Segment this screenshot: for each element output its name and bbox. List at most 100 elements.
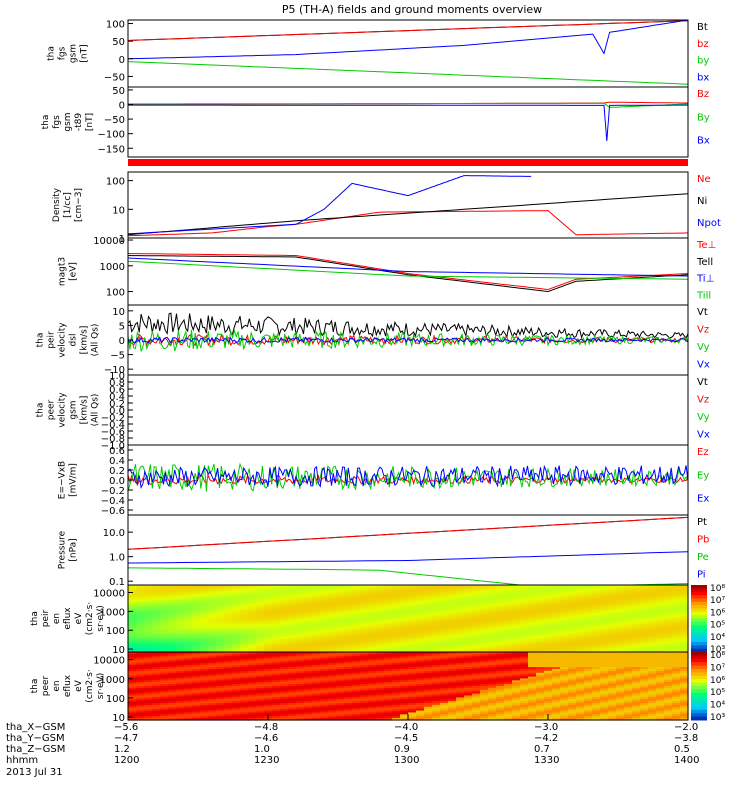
heatmap-cell (656, 603, 665, 607)
heatmap-cell (560, 607, 569, 610)
heatmap-cell (448, 622, 457, 625)
heatmap-cell (368, 674, 377, 678)
heatmap-cell (512, 689, 521, 693)
heatmap-cell (520, 648, 529, 651)
heatmap-cell (608, 655, 617, 659)
heatmap-cell (176, 695, 185, 698)
heatmap-cell (576, 680, 585, 683)
heatmap-cell (352, 614, 361, 618)
heatmap-cell (544, 689, 553, 693)
heatmap-cell (320, 672, 329, 676)
heatmap-cell (232, 631, 241, 634)
heatmap-cell (200, 659, 209, 663)
heatmap-cell (288, 686, 297, 689)
heatmap-cell (168, 710, 177, 714)
heatmap-cell (232, 594, 241, 597)
heatmap-cell (432, 657, 441, 661)
heatmap-cell (432, 588, 441, 592)
heatmap-cell (144, 663, 153, 666)
heatmap-cell (312, 667, 321, 670)
heatmap-cell (480, 638, 489, 642)
heatmap-cell (352, 648, 361, 651)
heatmap-cell (440, 687, 449, 691)
heatmap-cell (304, 638, 313, 642)
heatmap-cell (352, 642, 361, 646)
heatmap-cell (624, 590, 633, 594)
heatmap-cell (392, 588, 401, 592)
heatmap-cell (480, 637, 489, 640)
heatmap-cell (328, 598, 337, 601)
heatmap-cell (176, 586, 185, 590)
heatmap-cell (328, 697, 337, 700)
heatmap-cell (560, 637, 569, 640)
heatmap-cell (616, 598, 625, 601)
y-axis-label: fgs (52, 115, 62, 129)
heatmap-cell (304, 648, 313, 651)
heatmap-cell (360, 612, 369, 616)
heatmap-cell (616, 612, 625, 616)
heatmap-cell (640, 629, 649, 633)
heatmap-cell (392, 586, 401, 590)
heatmap-cell (304, 686, 313, 689)
heatmap-cell (424, 624, 433, 627)
heatmap-cell (400, 590, 409, 594)
heatmap-cell (672, 585, 681, 588)
heatmap-cell (376, 594, 385, 597)
heatmap-cell (136, 693, 145, 697)
heatmap-cell (168, 706, 177, 710)
heatmap-cell (616, 674, 625, 678)
heatmap-cell (440, 697, 449, 700)
heatmap-cell (432, 676, 441, 680)
heatmap-cell (344, 646, 353, 649)
heatmap-cell (248, 631, 257, 634)
heatmap-cell (296, 598, 305, 601)
heatmap-cell (136, 590, 145, 594)
heatmap-cell (544, 646, 553, 649)
heatmap-cell (288, 622, 297, 625)
heatmap-cell (648, 678, 657, 681)
heatmap-cell (520, 674, 529, 678)
heatmap-cell (440, 599, 449, 603)
heatmap-cell (176, 625, 185, 629)
heatmap-cell (472, 616, 481, 620)
heatmap-cell (488, 622, 497, 625)
heatmap-cell (200, 612, 209, 616)
legend-label: by (697, 56, 709, 67)
heatmap-cell (456, 701, 465, 704)
heatmap-cell (544, 676, 553, 680)
heatmap-cell (232, 674, 241, 678)
heatmap-cell (504, 691, 513, 695)
heatmap-cell (680, 609, 689, 612)
heatmap-cell (336, 706, 345, 710)
heatmap-cell (440, 624, 449, 627)
heatmap-cell (480, 655, 489, 659)
heatmap-cell (528, 640, 537, 644)
heatmap-cell (600, 693, 609, 697)
y-axis-label: tha (30, 611, 40, 626)
heatmap-cell (384, 699, 393, 702)
heatmap-cell (512, 701, 521, 704)
heatmap-cell (328, 605, 337, 608)
heatmap-cell (552, 637, 561, 640)
heatmap-cell (376, 708, 385, 712)
heatmap-cell (472, 655, 481, 659)
heatmap-cell (456, 657, 465, 661)
heatmap-cell (208, 678, 217, 681)
heatmap-cell (312, 642, 321, 646)
heatmap-cell (408, 629, 417, 633)
heatmap-cell (672, 622, 681, 625)
heatmap-cell (512, 607, 521, 610)
heatmap-cell (376, 596, 385, 599)
heatmap-cell (440, 682, 449, 685)
heatmap-cell (672, 701, 681, 704)
heatmap-cell (496, 669, 505, 672)
heatmap-cell (648, 605, 657, 608)
heatmap-cell (528, 665, 537, 668)
heatmap-cell (496, 706, 505, 710)
heatmap-cell (168, 624, 177, 627)
heatmap-cell (272, 618, 281, 621)
heatmap-cell (352, 618, 361, 621)
heatmap-cell (648, 670, 657, 674)
heatmap-cell (608, 706, 617, 710)
